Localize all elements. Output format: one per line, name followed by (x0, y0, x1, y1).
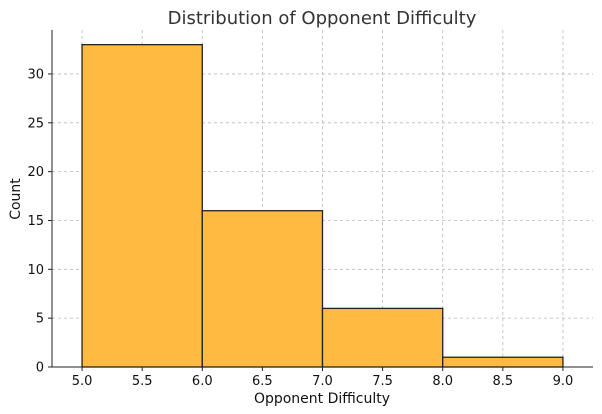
y-tick-label: 30 (27, 67, 44, 82)
x-tick-label: 7.5 (372, 374, 393, 389)
x-tick-label: 8.0 (432, 374, 453, 389)
histogram-bar (442, 356, 564, 368)
x-axis-label: Opponent Difficulty (254, 391, 390, 407)
y-tick-label: 15 (27, 214, 44, 229)
histogram-bar (321, 307, 444, 368)
y-tick-label: 0 (36, 361, 44, 376)
histogram-bar (201, 210, 324, 368)
x-tick-label: 5.5 (132, 374, 153, 389)
y-tick-label: 5 (36, 312, 44, 327)
y-axis-label: Count (8, 178, 24, 220)
x-tick-label: 9.0 (553, 374, 574, 389)
x-tick-label: 6.5 (252, 374, 273, 389)
x-tick-label: 8.5 (492, 374, 513, 389)
y-ticks-group: 0 5 10 15 20 25 30 (27, 67, 52, 376)
x-ticks-group: 5.0 5.5 6.0 6.5 7.0 7.5 8.0 8.5 9.0 (72, 367, 574, 389)
x-tick-label: 5.0 (72, 374, 93, 389)
histogram-bar (81, 44, 203, 368)
y-tick-label: 25 (27, 116, 44, 131)
x-tick-label: 7.0 (312, 374, 333, 389)
chart-title: Distribution of Opponent Difficulty (168, 8, 477, 29)
y-tick-label: 20 (27, 165, 44, 180)
x-tick-label: 6.0 (192, 374, 213, 389)
y-tick-label: 10 (27, 263, 44, 278)
bars-group (81, 44, 564, 368)
